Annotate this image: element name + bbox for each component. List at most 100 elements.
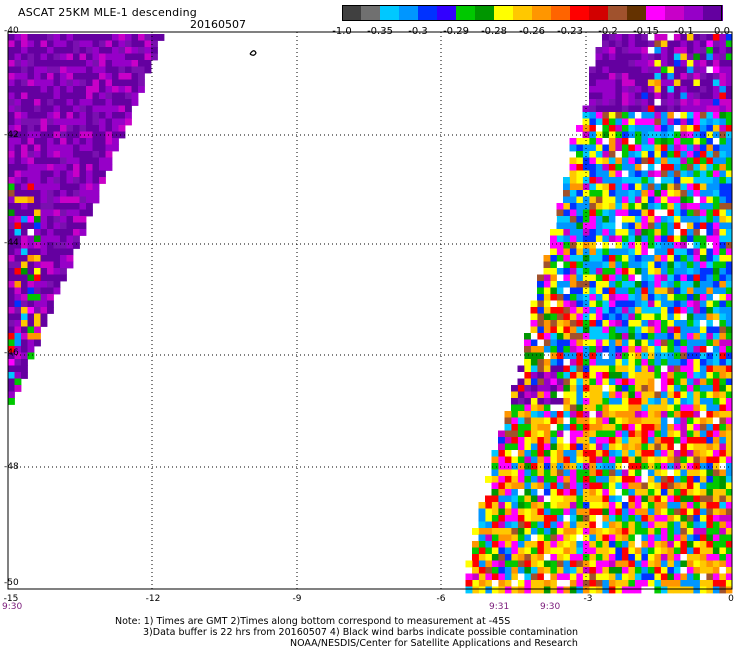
- data-cell: [725, 560, 733, 568]
- data-cell: [712, 359, 720, 366]
- data-cell: [628, 229, 635, 236]
- data-cell: [660, 177, 668, 184]
- data-cell: [641, 346, 648, 353]
- data-cell: [589, 463, 596, 470]
- data-cell: [647, 560, 655, 568]
- data-cell: [21, 326, 28, 334]
- data-cell: [673, 333, 681, 340]
- data-cell: [634, 183, 642, 191]
- data-cell: [576, 144, 583, 152]
- data-cell: [693, 307, 700, 314]
- data-cell: [634, 567, 642, 574]
- data-cell: [667, 151, 674, 158]
- data-cell: [686, 281, 694, 288]
- data-cell: [634, 365, 642, 373]
- data-cell: [66, 92, 74, 100]
- data-cell: [537, 528, 544, 535]
- data-cell: [504, 437, 512, 444]
- data-cell: [608, 53, 616, 61]
- data-cell: [615, 476, 622, 483]
- colorbar-swatch: [589, 5, 609, 21]
- data-cell: [706, 404, 713, 412]
- data-cell: [693, 222, 700, 230]
- data-cell: [712, 66, 720, 74]
- data-cell: [615, 300, 622, 308]
- data-cell: [550, 450, 557, 457]
- data-cell: [660, 66, 668, 74]
- data-cell: [79, 112, 87, 119]
- data-cell: [667, 73, 674, 80]
- data-cell: [27, 222, 35, 230]
- data-cell: [576, 274, 583, 282]
- data-cell: [66, 248, 74, 256]
- data-cell: [99, 131, 106, 139]
- data-cell: [615, 404, 622, 412]
- data-cell: [725, 112, 733, 119]
- data-cell: [27, 183, 35, 191]
- data-cell: [53, 99, 61, 106]
- data-cell: [660, 112, 668, 119]
- data-cell: [34, 47, 41, 54]
- data-cell: [602, 144, 609, 152]
- data-cell: [660, 450, 668, 457]
- data-cell: [543, 313, 551, 321]
- data-cell: [14, 73, 22, 80]
- data-cell: [634, 307, 642, 314]
- data-cell: [537, 450, 544, 457]
- data-cell: [615, 372, 622, 379]
- data-cell: [537, 430, 544, 438]
- data-cell: [491, 580, 499, 587]
- data-cell: [647, 502, 655, 509]
- data-cell: [517, 385, 525, 392]
- data-cell: [498, 515, 505, 522]
- data-cell: [693, 203, 700, 210]
- data-cell: [673, 196, 681, 204]
- data-cell: [641, 437, 648, 444]
- data-cell: [699, 66, 707, 74]
- data-cell: [530, 476, 538, 483]
- data-cell: [569, 339, 577, 347]
- data-cell: [589, 411, 596, 418]
- data-cell: [680, 34, 687, 41]
- data-cell: [530, 515, 538, 522]
- data-cell: [706, 339, 713, 347]
- data-cell: [693, 333, 700, 340]
- data-cell: [79, 86, 87, 93]
- data-cell: [485, 508, 492, 516]
- data-cell: [21, 92, 28, 100]
- data-cell: [14, 131, 22, 139]
- data-cell: [608, 281, 616, 288]
- data-cell: [608, 190, 616, 197]
- data-cell: [543, 502, 551, 509]
- data-cell: [118, 73, 126, 80]
- data-cell: [615, 385, 622, 392]
- colorbar-swatch: [646, 5, 666, 21]
- data-cell: [680, 521, 687, 529]
- data-cell: [686, 489, 694, 496]
- data-cell: [504, 443, 512, 451]
- data-cell: [511, 586, 518, 594]
- data-cell: [634, 443, 642, 451]
- data-cell: [47, 144, 54, 152]
- data-cell: [719, 567, 726, 574]
- data-cell: [719, 482, 726, 490]
- data-cell: [27, 66, 35, 74]
- data-cell: [556, 229, 564, 236]
- data-cell: [680, 333, 687, 340]
- data-cell: [647, 183, 655, 191]
- data-cell: [699, 300, 707, 308]
- data-cell: [589, 508, 596, 516]
- data-cell: [21, 242, 28, 249]
- data-cell: [699, 164, 707, 171]
- data-cell: [693, 170, 700, 178]
- data-cell: [86, 203, 93, 210]
- data-cell: [569, 268, 577, 275]
- data-cell: [628, 47, 635, 54]
- data-cell: [673, 248, 681, 256]
- data-cell: [641, 274, 648, 282]
- data-cell: [517, 378, 525, 386]
- data-cell: [498, 437, 505, 444]
- data-cell: [654, 554, 661, 561]
- data-cell: [699, 40, 707, 48]
- data-cell: [628, 53, 635, 61]
